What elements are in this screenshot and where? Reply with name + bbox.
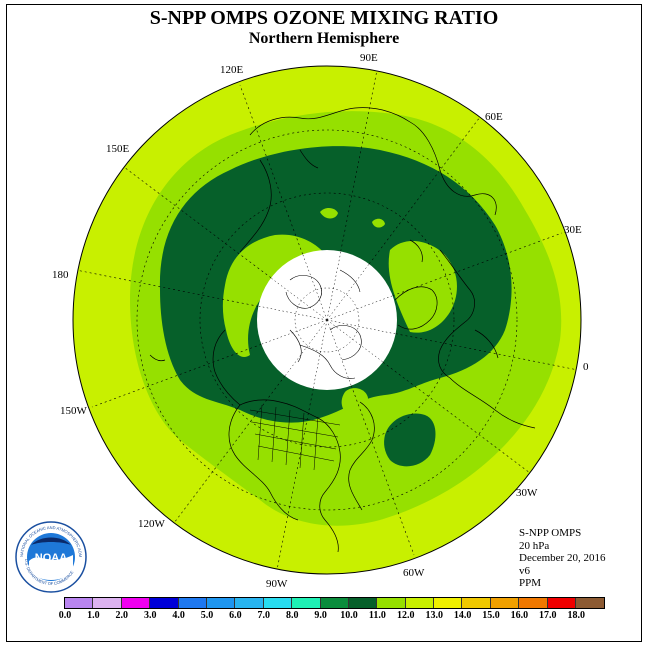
colorbar-swatch xyxy=(292,598,321,608)
ozone-region-small-light xyxy=(372,218,385,228)
colorbar-swatch xyxy=(462,598,491,608)
noaa-logo-text: NOAA xyxy=(35,552,67,564)
colorbar-swatch xyxy=(320,598,349,608)
lon-label-90w: 90W xyxy=(266,578,288,590)
colorbar-tick-label: 6.0 xyxy=(229,610,242,621)
colorbar-swatch xyxy=(93,598,122,608)
longitude-labels: 90E 60E 30E 0 30W 60W 90W 120W 150W 180 … xyxy=(52,52,589,590)
lon-label-60w: 60W xyxy=(403,567,425,579)
colorbar-tick-label: 13.0 xyxy=(425,610,443,621)
colorbar-tick-labels: 0.0 1.0 2.0 3.0 4.0 5.0 6.0 7.0 8.0 9.0 10.0 11.0 12… xyxy=(0,610,648,624)
colorbar-tick-label: 18.0 xyxy=(567,610,585,621)
colorbar-swatch xyxy=(178,598,207,608)
colorbar-tick-label: 7.0 xyxy=(257,610,271,621)
colorbar-swatch xyxy=(263,598,293,608)
lon-label-120w: 120W xyxy=(138,518,166,530)
colorbar-tick-label: 5.0 xyxy=(200,610,214,621)
colorbar-tick-label: 8.0 xyxy=(285,610,299,621)
colorbar-swatch xyxy=(576,598,605,608)
colorbar-swatch xyxy=(377,598,406,608)
lon-label-60e: 60E xyxy=(485,111,503,123)
lon-label-150w: 150W xyxy=(60,405,88,417)
colorbar-tick-label: 4.0 xyxy=(172,610,185,621)
ozone-region-siberia-light xyxy=(320,207,338,219)
colorbar-swatch xyxy=(547,598,577,608)
colorbar-swatch xyxy=(235,598,264,608)
lon-label-120e: 120E xyxy=(220,64,244,76)
colorbar-tick-label: 9.0 xyxy=(314,610,327,621)
map-title: S-NPP OMPS OZONE MIXING RATIO xyxy=(149,7,499,29)
info-units: PPM xyxy=(519,577,542,589)
colorbar-swatch xyxy=(434,598,463,608)
colorbar-tick-label: 12.0 xyxy=(397,610,415,621)
colorbar-swatch xyxy=(65,598,94,608)
colorbar-swatch xyxy=(348,598,378,608)
colorbar-swatch xyxy=(405,598,435,608)
polar-graticule xyxy=(257,250,397,390)
lon-label-30w: 30W xyxy=(516,487,538,499)
colorbar-tick-label: 10.0 xyxy=(340,610,358,621)
lon-label-180: 180 xyxy=(52,269,69,281)
ozone-region-europe-blob xyxy=(384,413,436,467)
ozone-region-na-light xyxy=(341,388,368,415)
info-instrument: S-NPP OMPS xyxy=(519,527,582,539)
colorbar-tick-label: 15.0 xyxy=(482,610,500,621)
info-date: December 20, 2016 xyxy=(519,552,606,564)
lon-label-30e: 30E xyxy=(564,224,582,236)
lon-label-90e: 90E xyxy=(360,52,378,64)
colorbar-tick-label: 1.0 xyxy=(87,610,100,621)
product-info: S-NPP OMPS 20 hPa December 20, 2016 v6 P… xyxy=(519,527,605,590)
coastlines xyxy=(149,107,536,553)
colorbar-tick-label: 3.0 xyxy=(143,610,157,621)
colorbar-swatch xyxy=(121,598,151,608)
lon-label-0: 0 xyxy=(583,361,589,373)
colorbar-tick-label: 11.0 xyxy=(368,610,386,621)
info-level: 20 hPa xyxy=(519,539,550,552)
colorbar xyxy=(64,597,606,609)
plot-frame xyxy=(6,4,642,642)
colorbar-tick-label: 16.0 xyxy=(510,610,529,621)
map-subtitle: Northern Hemisphere xyxy=(248,30,400,47)
colorbar-swatch xyxy=(150,598,179,608)
map-boundary xyxy=(72,65,582,575)
colorbar-swatch xyxy=(490,598,520,608)
colorbar-tick-label: 2.0 xyxy=(115,610,129,621)
lon-label-150e: 150E xyxy=(106,143,130,155)
noaa-logo: NOAA NATIONAL OCEANIC AND ATMOSPHERIC AD… xyxy=(15,521,87,593)
info-version: v6 xyxy=(519,564,530,577)
colorbar-tick-label: 14.0 xyxy=(453,610,472,621)
colorbar-swatch xyxy=(206,598,236,608)
colorbar-tick-label: 17.0 xyxy=(539,610,557,621)
colorbar-swatch xyxy=(519,598,548,608)
us-state-grid xyxy=(249,404,341,471)
colorbar-tick-label: 0.0 xyxy=(58,610,72,621)
